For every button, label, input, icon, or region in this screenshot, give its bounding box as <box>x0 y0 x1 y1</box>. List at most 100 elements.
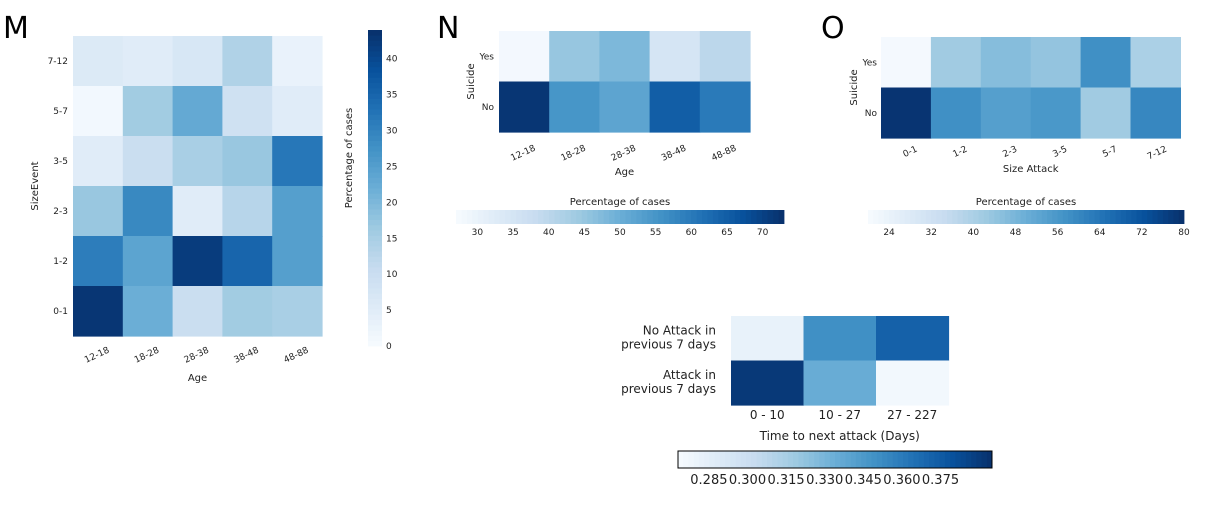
colorbar-o-segment <box>1094 210 1101 224</box>
colorbar-m-segment <box>368 103 382 110</box>
colorbar-n-segment <box>510 210 517 224</box>
colorbar-n-segment <box>472 210 479 224</box>
heatmap-n-cell <box>549 81 600 133</box>
colorbar-o-segment <box>1141 210 1148 224</box>
heatmap-m-cell <box>172 236 223 287</box>
colorbar-n-segment <box>696 210 703 224</box>
heatmap-m-xtick: 38-48 <box>233 346 261 366</box>
heatmap-m-cell <box>222 136 273 187</box>
colorbar-n-segment <box>488 210 495 224</box>
colorbar-o-segment <box>1110 210 1116 224</box>
heatmap-m-cell <box>73 236 124 287</box>
colorbar-p-segment <box>835 451 841 468</box>
colorbar-o-segment <box>889 210 895 224</box>
colorbar-o-segment <box>1099 210 1106 224</box>
colorbar-n-segment <box>691 210 697 224</box>
heatmap-n-xtick: 48-88 <box>710 144 738 164</box>
colorbar-m-segment <box>368 114 382 120</box>
colorbar-m-segment <box>368 51 382 57</box>
colorbar-m-segment <box>368 298 382 305</box>
panel-letter-o: O <box>821 11 845 46</box>
panel-letter-m: M <box>3 11 29 46</box>
colorbar-p-segment <box>850 451 857 468</box>
heatmap-p-ytick: No Attack in previous 7 days <box>621 323 716 351</box>
heatmap-o-xtick: 2-3 <box>1001 145 1019 160</box>
colorbar-n-segment <box>756 210 763 224</box>
colorbar-o-segment <box>925 210 932 224</box>
colorbar-p-segment <box>756 451 763 468</box>
colorbar-n-segment <box>762 210 768 224</box>
heatmap-o-cell <box>980 37 1032 89</box>
colorbar-n-segment <box>538 210 544 224</box>
heatmap-n-ylabel: Suicide <box>466 63 477 99</box>
colorbar-m-segment <box>368 98 382 105</box>
colorbar-p-segment <box>944 451 951 468</box>
colorbar-n-segment <box>767 210 774 224</box>
colorbar-p-segment <box>803 451 810 468</box>
heatmap-m-cell <box>222 186 273 237</box>
colorbar-o-segment <box>915 210 922 224</box>
colorbar-p-segment <box>746 451 752 468</box>
colorbar-m-segment <box>368 35 382 41</box>
colorbar-o-segment <box>1004 210 1011 224</box>
heatmap-o-ylabel: Suicide <box>849 69 860 105</box>
colorbar-m-segment <box>368 145 382 152</box>
heatmap-m-xtick: 48-88 <box>282 346 310 366</box>
colorbar-n-segment <box>680 210 686 224</box>
colorbar-n-tick: 30 <box>472 228 484 238</box>
heatmap-m-cell <box>272 136 323 187</box>
colorbar-o-segment <box>878 210 885 224</box>
heatmap-m-cell <box>272 86 323 137</box>
colorbar-m-segment <box>368 77 382 84</box>
heatmap-p-xtick: 10 - 27 <box>819 408 862 422</box>
colorbar-o-tick: 24 <box>883 228 895 238</box>
heatmap-o-cell <box>1030 37 1082 89</box>
colorbar-n-segment <box>702 210 708 224</box>
colorbar-m-tick: 25 <box>386 162 397 172</box>
colorbar-o-segment <box>873 210 879 224</box>
colorbar-o-segment <box>1062 210 1069 224</box>
heatmap-m-cell <box>172 36 223 87</box>
heatmap-m-ytick: 5-7 <box>53 107 68 117</box>
colorbar-o-segment <box>947 210 953 224</box>
colorbar-p-segment <box>871 451 878 468</box>
heatmap-o-cell <box>881 87 932 139</box>
colorbar-m-segment <box>368 72 382 78</box>
colorbar-n-segment <box>516 210 522 224</box>
colorbar-n-tick: 60 <box>686 228 698 238</box>
colorbar-p-segment <box>960 451 967 468</box>
colorbar-p-tick: 0.285 <box>690 473 727 488</box>
heatmap-n-cell <box>649 81 701 133</box>
heatmap-n-cell <box>649 31 701 83</box>
colorbar-n-tick: 55 <box>650 228 661 238</box>
colorbar-p-segment <box>855 451 862 468</box>
colorbar-m-segment <box>368 172 382 178</box>
colorbar-o-segment <box>1152 210 1159 224</box>
colorbar-p-segment <box>782 451 789 468</box>
colorbar-m-tick: 40 <box>386 55 398 65</box>
colorbar-o-label: Percentage of cases <box>976 197 1076 208</box>
colorbar-m-segment <box>368 156 382 163</box>
colorbar-n-segment <box>674 210 681 224</box>
heatmap-o-cell <box>930 37 982 89</box>
colorbar-p-segment <box>693 451 700 468</box>
colorbar-o-segment <box>941 210 948 224</box>
colorbar-o-segment <box>1068 210 1074 224</box>
colorbar-p-segment <box>698 451 705 468</box>
colorbar-m-segment <box>368 267 382 273</box>
colorbar-m-segment <box>368 293 382 299</box>
heatmap-m-cell <box>272 36 323 87</box>
heatmap-m-ytick: 0-1 <box>53 307 68 317</box>
colorbar-p-segment <box>772 451 778 468</box>
colorbar-p-segment <box>766 451 773 468</box>
heatmap-p-ytick-line: previous 7 days <box>621 337 716 351</box>
colorbar-o-tick: 56 <box>1052 228 1064 238</box>
colorbar-m-segment <box>368 245 382 252</box>
colorbar-p-segment <box>751 451 757 468</box>
heatmap-p-ytick: Attack in previous 7 days <box>621 368 716 396</box>
heatmap-o-cell <box>1080 37 1132 89</box>
heatmap-m-cell <box>122 86 174 137</box>
heatmap-o-ytick: No <box>865 109 878 119</box>
heatmap-o-cell <box>1130 37 1181 89</box>
